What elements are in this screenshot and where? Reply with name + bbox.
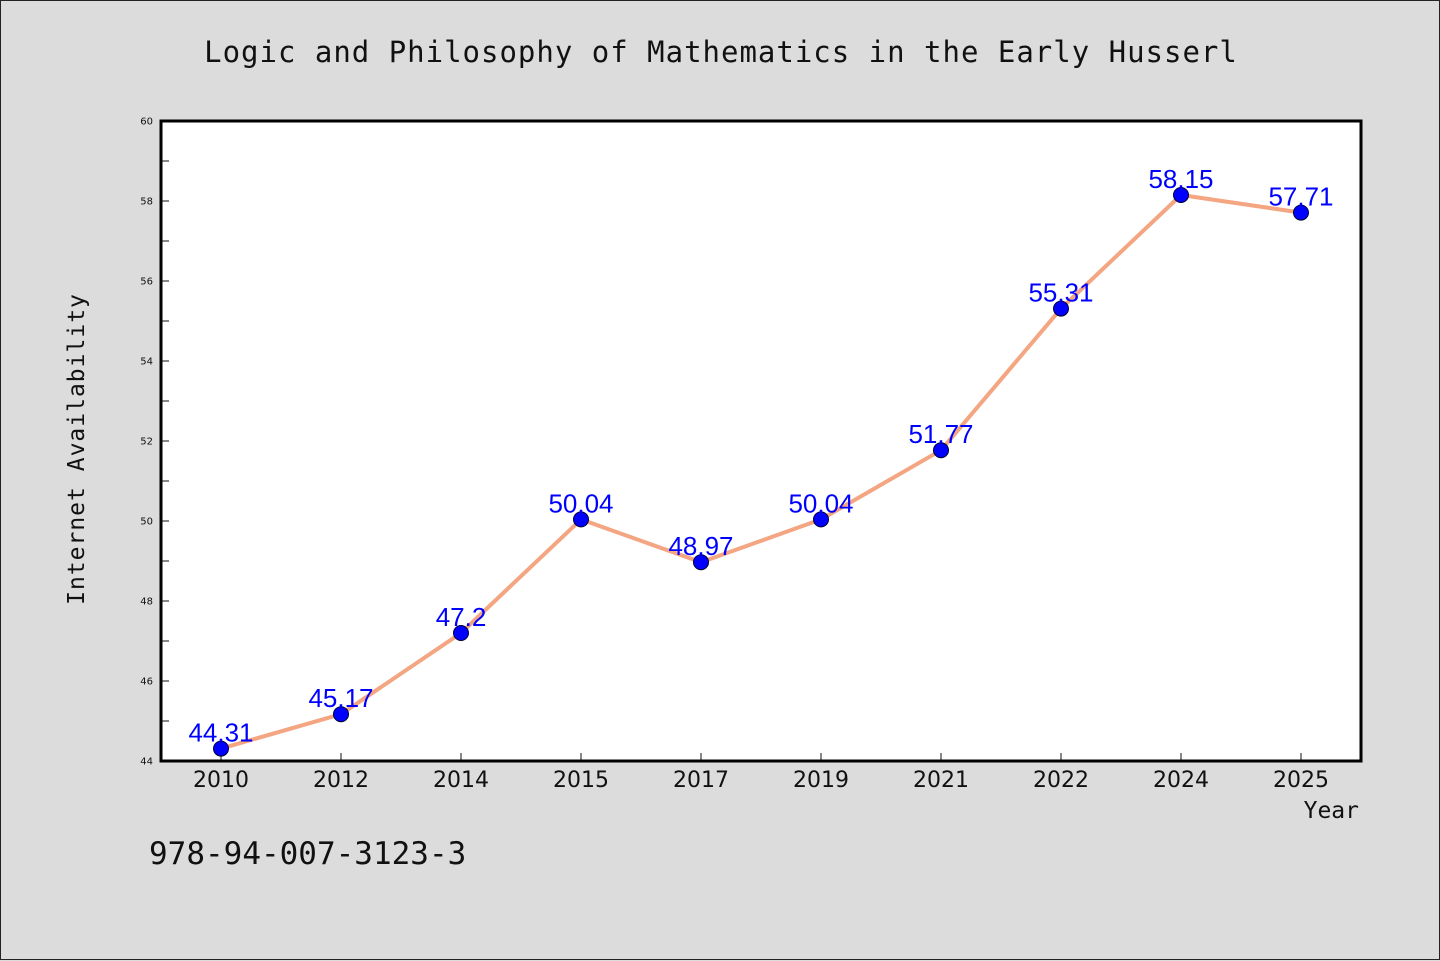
plot-background <box>161 121 1361 761</box>
x-tick-label: 2019 <box>793 768 849 793</box>
isbn-code: 978-94-007-3123-3 <box>149 836 467 872</box>
x-tick-label: 2024 <box>1153 768 1209 793</box>
data-point <box>1053 300 1069 317</box>
data-point <box>1173 187 1189 203</box>
data-label: 48.97 <box>668 531 733 561</box>
x-tick-label: 2015 <box>553 768 609 793</box>
data-point <box>333 706 349 723</box>
y-tick-label: 54 <box>140 357 153 368</box>
data-point <box>1293 204 1309 221</box>
data-point <box>813 511 829 528</box>
data-label: 58.15 <box>1148 164 1213 194</box>
chart-title: Logic and Philosophy of Mathematics in t… <box>204 35 1238 69</box>
plot-frame <box>159 119 1363 763</box>
y-tick-label: 46 <box>140 677 153 688</box>
y-tick-label: 48 <box>140 597 153 608</box>
data-label: 51.77 <box>908 419 973 449</box>
y-tick-label: 52 <box>140 437 153 448</box>
x-tick-label: 2017 <box>673 768 729 793</box>
x-tick-label: 2025 <box>1273 768 1329 793</box>
series-line <box>219 193 1303 751</box>
y-tick-label: 58 <box>140 197 153 208</box>
data-point <box>213 740 229 757</box>
y-tick-label: 50 <box>140 517 153 528</box>
data-label: 55.31 <box>1028 278 1093 308</box>
x-tick-label: 2010 <box>193 768 249 793</box>
x-tick-label: 2014 <box>433 768 489 793</box>
data-label: 47.2 <box>436 602 487 632</box>
data-label: 44.31 <box>188 718 253 748</box>
data-label: 57.71 <box>1268 182 1333 212</box>
y-tick-label: 56 <box>140 277 153 288</box>
data-point <box>573 511 589 528</box>
data-label: 50.04 <box>788 488 853 518</box>
x-tick-label: 2022 <box>1033 768 1089 793</box>
x-tick-label: 2021 <box>913 768 969 793</box>
y-tick-label: 44 <box>140 757 153 768</box>
data-point <box>693 554 709 571</box>
data-label: 50.04 <box>548 488 613 518</box>
x-axis-label: Year <box>1303 798 1359 824</box>
x-tick-label: 2012 <box>313 768 369 793</box>
data-point <box>453 625 469 641</box>
data-point <box>933 442 949 459</box>
data-label: 45.17 <box>308 683 373 713</box>
y-tick-label: 60 <box>140 117 153 128</box>
